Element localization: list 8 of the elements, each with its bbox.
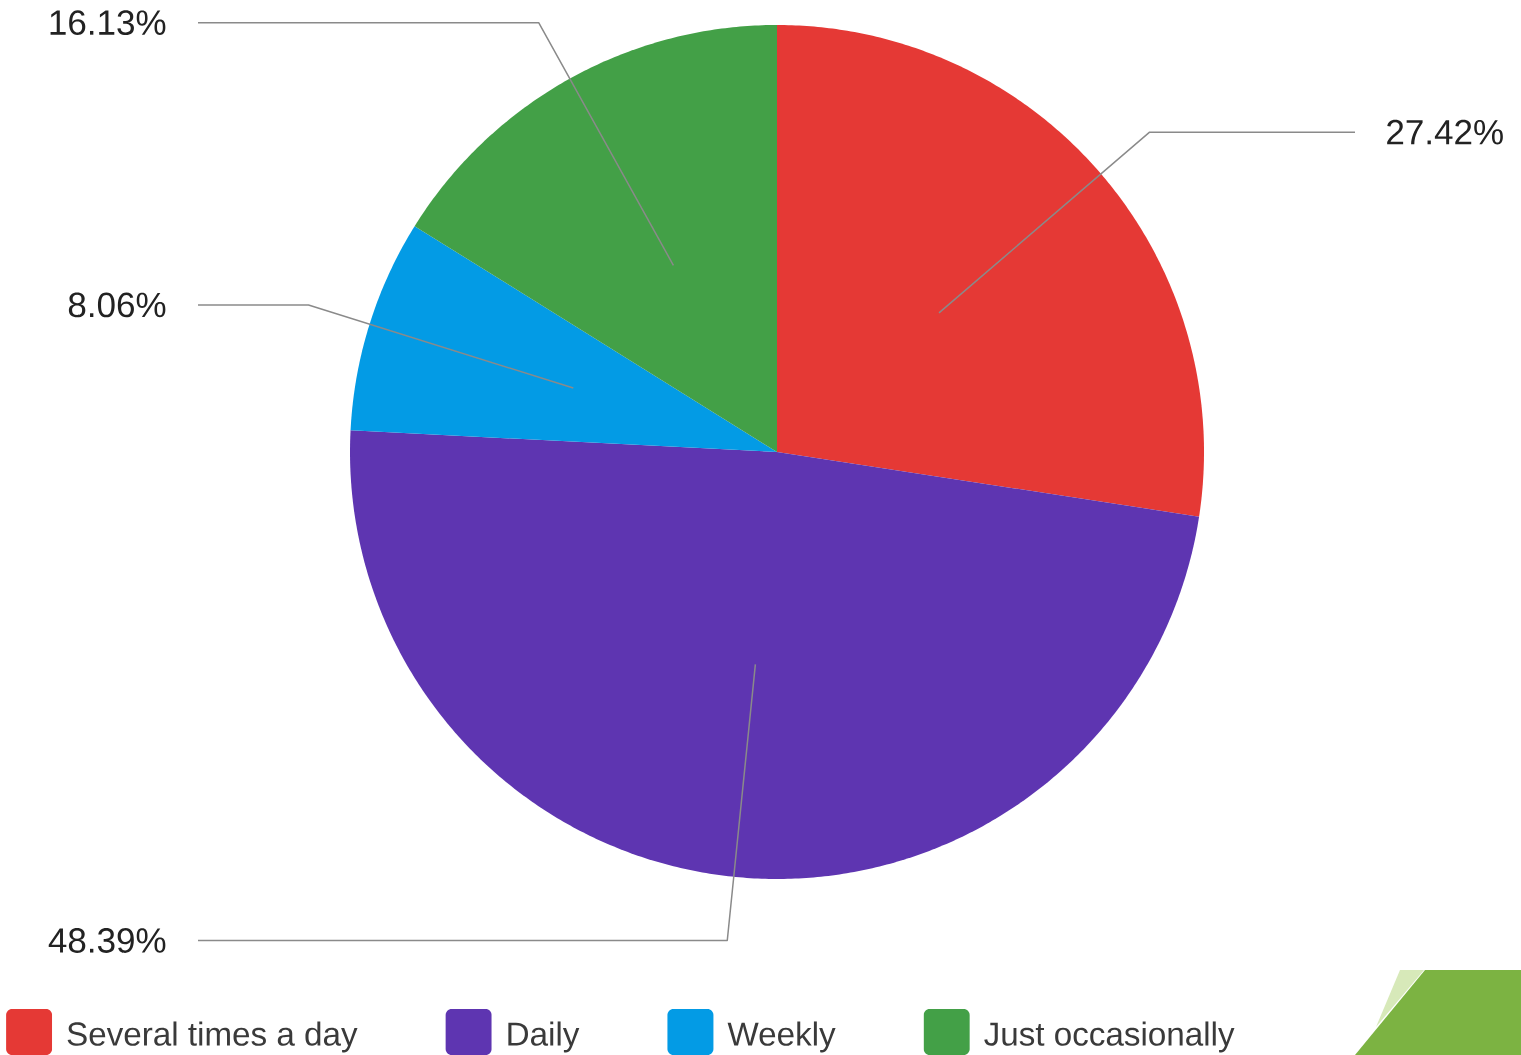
data-label: 27.42%	[1387, 119, 1503, 145]
data-label: 48.39%	[48, 928, 166, 953]
data-label: 16.13%	[50, 10, 166, 36]
legend-label: Daily	[508, 1021, 580, 1053]
data-label: 8.06%	[68, 292, 166, 318]
legend-label: Several times a day	[67, 1021, 358, 1053]
legend-label: Just occasionally	[984, 1021, 1235, 1053]
legend-label: Weekly	[727, 1021, 836, 1053]
